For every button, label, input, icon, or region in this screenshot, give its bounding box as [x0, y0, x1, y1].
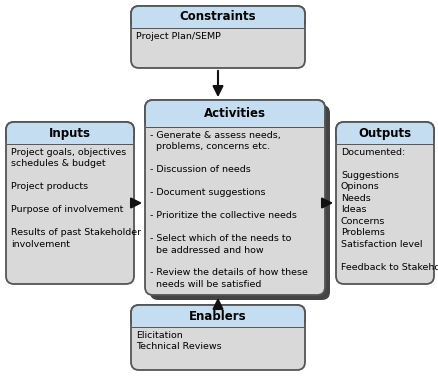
Text: Outputs: Outputs [357, 127, 410, 139]
Bar [7, 133, 133, 145]
FancyBboxPatch shape [131, 6, 304, 28]
Text: Project Plan/SEMP: Project Plan/SEMP [136, 32, 220, 41]
FancyBboxPatch shape [145, 100, 324, 127]
FancyBboxPatch shape [131, 305, 304, 327]
Bar [132, 316, 303, 328]
FancyBboxPatch shape [335, 122, 433, 144]
Text: Inputs: Inputs [49, 127, 91, 139]
Bar [132, 17, 303, 29]
Text: Documented:

Suggestions
Opinons
Needs
Ideas
Concerns
Problems
Satisfaction leve: Documented: Suggestions Opinons Needs Id… [340, 148, 438, 271]
Text: Activities: Activities [204, 107, 265, 120]
FancyBboxPatch shape [6, 122, 134, 144]
Bar [336, 133, 432, 145]
Text: Constraints: Constraints [179, 11, 256, 23]
Bar [146, 113, 323, 127]
FancyBboxPatch shape [335, 122, 433, 284]
FancyBboxPatch shape [6, 122, 134, 284]
Text: Enablers: Enablers [189, 310, 246, 322]
Text: Project goals, objectives
schedules & budget

Project products

Purpose of invol: Project goals, objectives schedules & bu… [11, 148, 141, 249]
Text: - Generate & assess needs,
  problems, concerns etc.

- Discussion of needs

- D: - Generate & assess needs, problems, con… [150, 131, 307, 289]
FancyBboxPatch shape [131, 6, 304, 68]
FancyBboxPatch shape [150, 105, 329, 300]
FancyBboxPatch shape [131, 305, 304, 370]
FancyBboxPatch shape [145, 100, 324, 295]
Text: Elicitation
Technical Reviews: Elicitation Technical Reviews [136, 331, 221, 352]
